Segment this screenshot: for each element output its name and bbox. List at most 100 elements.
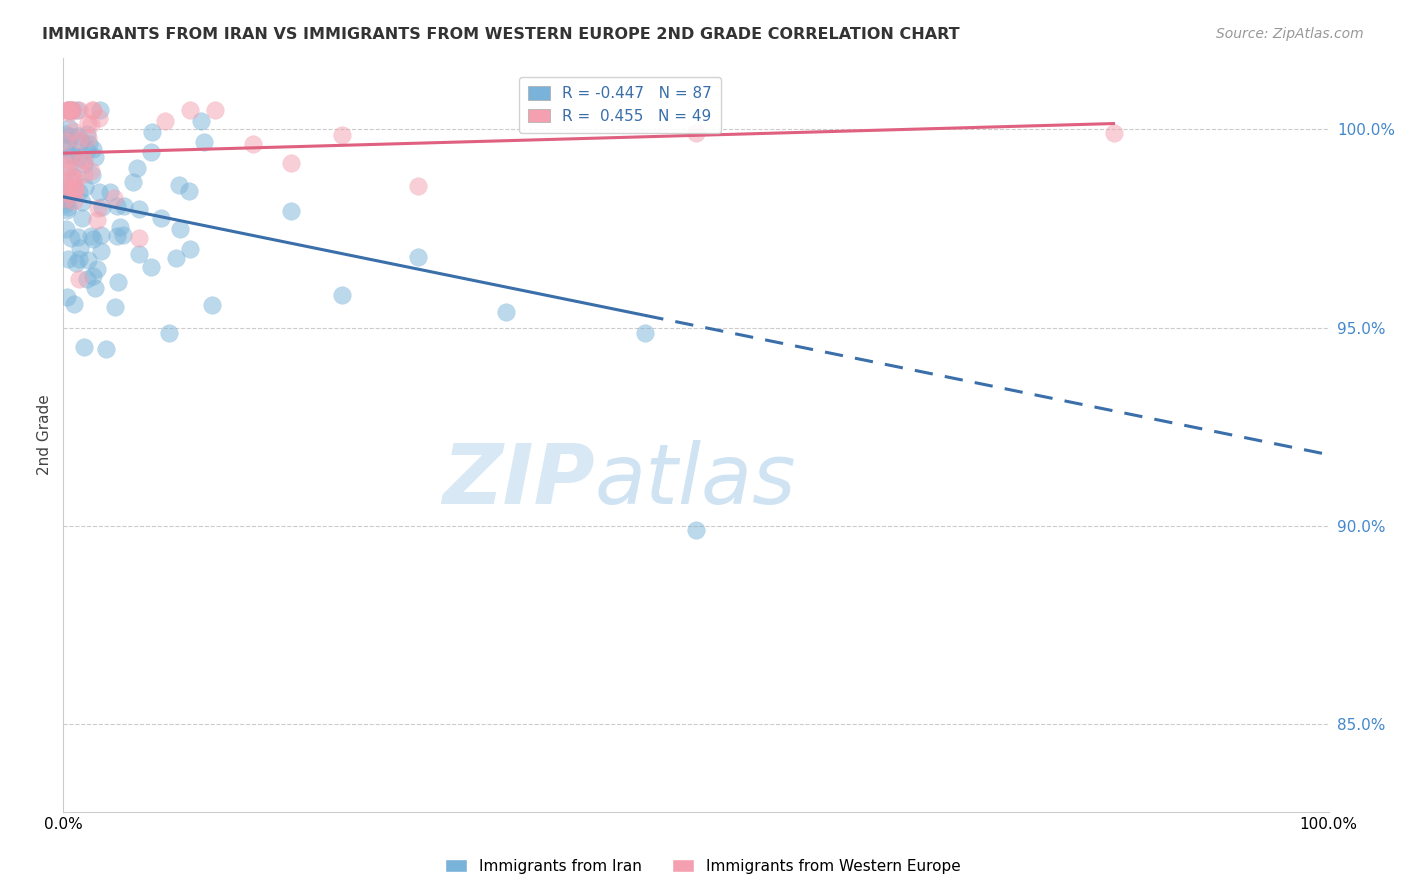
- Point: [62, 123, 84, 137]
- Point: [65, 256, 87, 270]
- Point: [66, 103, 89, 117]
- Point: [83, 150, 105, 164]
- Point: [128, 202, 150, 216]
- Point: [82, 103, 104, 117]
- Point: [53, 177, 76, 191]
- Point: [179, 103, 201, 117]
- Point: [70, 152, 93, 166]
- Point: [80, 229, 103, 244]
- Point: [73, 167, 96, 181]
- Text: atlas: atlas: [595, 440, 796, 521]
- Point: [55, 184, 77, 198]
- Point: [80, 168, 103, 182]
- Point: [72, 195, 94, 210]
- Point: [330, 288, 353, 302]
- Point: [53, 139, 76, 153]
- Point: [73, 340, 96, 354]
- Point: [105, 199, 128, 213]
- Point: [77, 116, 100, 130]
- Point: [59, 128, 82, 143]
- Point: [406, 178, 429, 193]
- Point: [141, 145, 163, 159]
- Point: [157, 326, 180, 340]
- Point: [63, 181, 86, 195]
- Point: [89, 103, 111, 117]
- Point: [86, 261, 108, 276]
- Point: [67, 133, 90, 147]
- Point: [82, 269, 104, 284]
- Point: [58, 181, 80, 195]
- Point: [56, 103, 79, 117]
- Point: [73, 157, 96, 171]
- Point: [56, 161, 79, 176]
- Point: [86, 212, 108, 227]
- Point: [55, 222, 77, 236]
- Point: [177, 184, 200, 198]
- Point: [60, 169, 83, 184]
- Point: [107, 275, 129, 289]
- Point: [63, 194, 86, 209]
- Point: [91, 200, 114, 214]
- Text: IMMIGRANTS FROM IRAN VS IMMIGRANTS FROM WESTERN EUROPE 2ND GRADE CORRELATION CHA: IMMIGRANTS FROM IRAN VS IMMIGRANTS FROM …: [42, 27, 960, 42]
- Point: [169, 222, 191, 236]
- Point: [69, 134, 91, 148]
- Point: [60, 103, 83, 117]
- Point: [190, 114, 212, 128]
- Point: [60, 173, 83, 187]
- Point: [67, 151, 90, 165]
- Point: [73, 180, 96, 194]
- Point: [55, 193, 77, 207]
- Point: [76, 253, 98, 268]
- Point: [55, 186, 77, 201]
- Point: [495, 305, 517, 319]
- Point: [56, 103, 79, 117]
- Point: [53, 197, 76, 211]
- Point: [66, 230, 89, 244]
- Point: [76, 272, 98, 286]
- Point: [67, 252, 90, 266]
- Point: [58, 103, 80, 117]
- Legend: R = -0.447   N = 87, R =  0.455   N = 49: R = -0.447 N = 87, R = 0.455 N = 49: [519, 77, 721, 133]
- Point: [82, 142, 104, 156]
- Point: [76, 130, 98, 145]
- Point: [82, 231, 104, 245]
- Point: [128, 246, 150, 260]
- Point: [153, 113, 176, 128]
- Point: [406, 250, 429, 264]
- Point: [67, 103, 90, 117]
- Point: [280, 156, 302, 170]
- Point: [63, 173, 86, 187]
- Point: [179, 242, 201, 256]
- Point: [685, 126, 707, 140]
- Point: [105, 228, 128, 243]
- Point: [56, 202, 79, 217]
- Point: [56, 200, 79, 214]
- Point: [112, 199, 135, 213]
- Point: [87, 111, 110, 125]
- Point: [53, 127, 76, 141]
- Point: [56, 160, 79, 174]
- Point: [112, 227, 135, 242]
- Point: [1102, 126, 1125, 140]
- Point: [76, 143, 98, 157]
- Point: [58, 252, 80, 266]
- Point: [53, 134, 76, 148]
- Point: [90, 244, 112, 258]
- Point: [201, 298, 224, 312]
- Point: [108, 220, 131, 235]
- Point: [141, 125, 163, 139]
- Point: [193, 135, 215, 149]
- Point: [167, 178, 190, 193]
- Point: [55, 193, 77, 207]
- Point: [67, 186, 90, 200]
- Point: [204, 103, 226, 117]
- Point: [80, 103, 103, 117]
- Point: [330, 128, 353, 142]
- Y-axis label: 2nd Grade: 2nd Grade: [37, 394, 52, 475]
- Point: [280, 204, 302, 219]
- Point: [53, 180, 76, 194]
- Point: [63, 296, 86, 310]
- Point: [63, 169, 86, 184]
- Point: [66, 128, 89, 143]
- Point: [242, 136, 264, 151]
